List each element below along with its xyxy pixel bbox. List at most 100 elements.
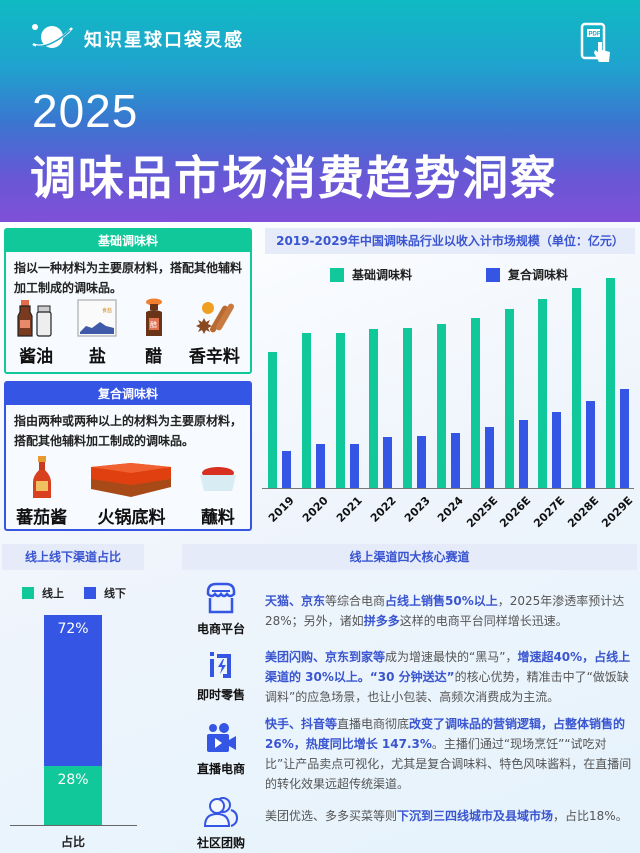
highlight-text: 拼多多 (363, 614, 400, 628)
body-text: 的核心优势，精准击中了“做饭缺调料”的应急场景，也让小包装、高频次消费成为主流。 (265, 670, 629, 704)
legend-swatch-green (22, 587, 34, 599)
community-users-icon (203, 797, 239, 827)
bar-basic (538, 299, 548, 488)
bar-basic (369, 329, 379, 488)
bar-compound (451, 433, 460, 488)
highlight-text: 增速超40%，占线上渠道的 30%以上。“30 分钟送达” (265, 650, 631, 684)
online-value: 28% (57, 772, 89, 788)
highlight-text: 下沉到三四线城市及县域市场 (397, 809, 554, 823)
highlight-text: 快手、抖音等 (265, 717, 338, 731)
storefront-icon (206, 582, 236, 614)
bar-compound (315, 444, 325, 488)
highlight-text: 美团闪购、京东到家等 (265, 650, 386, 664)
split-xlabel: 占比 (60, 835, 85, 849)
header-banner: 知识星球口袋灵感 PDF 2025 调味品市场消费趋势洞察 (0, 0, 640, 222)
legend-label: 线上 (42, 587, 64, 600)
body-text: 直播电商彻底 (337, 717, 410, 731)
channels-title: 线上渠道四大核心赛道 (182, 544, 637, 570)
channel-text: 美团闪购、京东到家等成为增速最快的“黑马”，增速超40%，占线上渠道的 30%以… (265, 647, 635, 707)
brand: 知识星球口袋灵感 (30, 22, 244, 56)
split-axis-line (10, 825, 137, 826)
item-salt: 食盐 盐 (76, 298, 118, 367)
bar-basic (437, 324, 446, 488)
item-label: 盐 (88, 347, 106, 367)
bar-basic (268, 352, 277, 488)
item-dipping-sauce: 蘸料 (196, 455, 240, 528)
svg-text:PDF: PDF (589, 32, 601, 38)
bar-basic (572, 288, 582, 488)
brand-name: 知识星球口袋灵感 (84, 30, 244, 51)
bar-compound (349, 444, 359, 488)
body-text: 美团优选、多多买菜等则 (265, 809, 398, 823)
hotpot-base-icon (91, 463, 172, 497)
legend-label: 线下 (104, 587, 126, 600)
highlight-text: 改变了调味品的营销逻辑，占整体销售的26%，热度同比增长 147.3% (265, 717, 626, 751)
bar-compound (417, 436, 427, 488)
channel-live-commerce: 直播电商 (190, 722, 252, 777)
item-hotpot-base: 火锅底料 (87, 455, 175, 528)
body-text: 成为增速最快的“黑马”， (385, 650, 518, 664)
ketchup-bottle-icon (32, 456, 51, 498)
split-title: 线上线下渠道占比 (2, 544, 144, 570)
legend-basic: 基础调味料 (330, 266, 412, 283)
item-label: 醋 (145, 347, 163, 367)
legend-compound: 复合调味料 (486, 266, 568, 283)
x-axis-line (262, 488, 634, 489)
item-spices: 香辛料 (189, 298, 240, 367)
highlight-text: 占线上销售50%以上 (385, 594, 498, 608)
item-label: 酱油 (19, 347, 54, 367)
bar-compound (552, 412, 562, 488)
planet-icon (30, 22, 74, 56)
legend-swatch-green (330, 267, 344, 282)
item-soy-sauce: 酱油 (16, 298, 56, 367)
legend-label: 复合调味料 (508, 268, 569, 282)
bar-basic (470, 318, 480, 488)
legend-label: 基础调味料 (352, 268, 413, 282)
channel-ecommerce: 电商平台 (190, 582, 252, 637)
compound-seasoning-desc: 指由两种或两种以上的材料为主要原材料，搭配其他辅料加工制成的调味品。 (14, 414, 243, 448)
body-text: 等综合电商 (325, 594, 386, 608)
vinegar-bottle-icon: 醋 (145, 298, 162, 336)
compound-seasoning-card: 复合调味料 指由两种或两种以上的材料为主要原材料，搭配其他辅料加工制成的调味品。… (4, 381, 252, 531)
channel-text: 美团优选、多多买菜等则下沉到三四线城市及县域市场，占比18%。 (265, 806, 635, 826)
legend-offline: 线下 (84, 585, 126, 601)
compound-seasoning-title: 复合调味料 (6, 383, 250, 405)
legend-online: 线上 (22, 585, 64, 601)
channel-label: 电商平台 (196, 622, 245, 636)
market-size-chart-title: 2019-2029年中国调味品行业以收入计市场规模（单位：亿元） (265, 228, 635, 254)
highlight-text: 天猫、京东 (265, 594, 326, 608)
basic-seasoning-desc: 指以一种材料为主要原材料，搭配其他辅料加工制成的调味品。 (14, 261, 243, 295)
pdf-tap-icon[interactable]: PDF (580, 22, 612, 64)
legend-swatch-blue (84, 587, 96, 599)
salt-bag-icon: 食盐 (77, 299, 118, 337)
item-label: 香辛料 (188, 347, 240, 367)
item-label: 蕃茄酱 (16, 508, 68, 528)
bar-basic (606, 278, 615, 488)
legend-swatch-blue (486, 267, 500, 282)
bar-compound (383, 437, 393, 488)
item-ketchup: 蕃茄酱 (16, 455, 67, 528)
body-text: ，2025年渗透率预计达28%；另外，诸如 (265, 594, 625, 628)
soy-sauce-icon (17, 300, 52, 337)
bar-compound (620, 389, 629, 488)
channel-text: 快手、抖音等直播电商彻底改变了调味品的营销逻辑，占整体销售的26%，热度同比增长… (265, 714, 635, 794)
offline-value: 72% (57, 621, 89, 637)
channel-label: 直播电商 (196, 762, 245, 776)
bar-basic (504, 309, 514, 488)
online-segment: 28% (44, 766, 102, 825)
title-year: 2025 (32, 85, 139, 137)
bar-compound (282, 451, 291, 488)
basic-seasoning-card: 基础调味料 指以一种材料为主要原材料，搭配其他辅料加工制成的调味品。 酱油 食盐… (4, 228, 252, 374)
channel-text: 天猫、京东等综合电商占线上销售50%以上，2025年渗透率预计达28%；另外，诸… (265, 591, 635, 631)
bar-compound (586, 401, 596, 488)
dipping-sauce-icon (199, 467, 236, 491)
offline-segment: 72% (44, 615, 102, 766)
bar-compound (518, 420, 528, 488)
bar-basic (335, 333, 345, 488)
body-text: 这样的电商平台同样增长迅速。 (399, 614, 568, 628)
svg-text:醋: 醋 (150, 320, 157, 329)
bar-compound (484, 427, 494, 488)
svg-text:食盐: 食盐 (102, 307, 112, 314)
instant-lightning-icon (210, 652, 231, 678)
body-text: 。主播们通过“现场烹饪”“试吃对比”让产品卖点可视化，尤其是复合调味料、特色风味… (265, 737, 632, 791)
